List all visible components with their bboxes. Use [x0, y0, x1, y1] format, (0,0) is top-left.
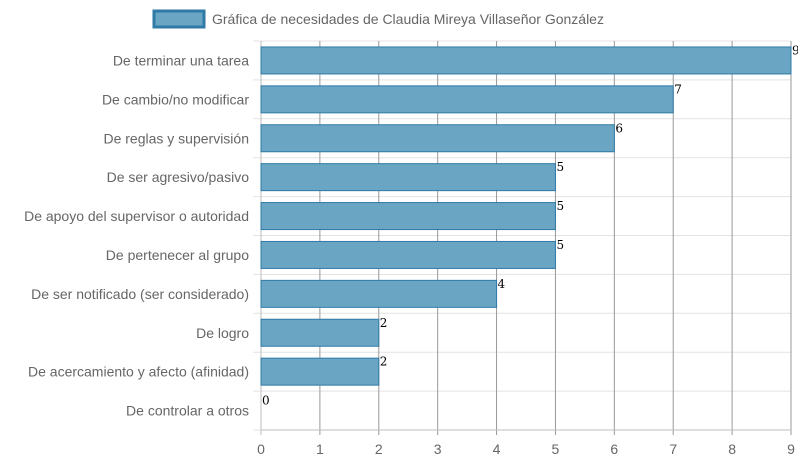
data-label: 0 — [262, 394, 270, 408]
x-tick-label: 8 — [728, 441, 736, 457]
category-label: De ser agresivo/pasivo — [107, 169, 250, 185]
x-tick-label: 3 — [434, 441, 442, 457]
category-label: De acercamiento y afecto (afinidad) — [28, 364, 249, 380]
category-label: De controlar a otros — [126, 403, 249, 419]
category-label: De cambio/no modificar — [102, 91, 249, 107]
data-label: 2 — [380, 355, 388, 369]
bar — [260, 240, 556, 269]
data-label: 7 — [674, 82, 682, 96]
x-tick-label: 7 — [669, 441, 677, 457]
bar — [260, 202, 556, 231]
data-label: 4 — [498, 277, 506, 291]
data-label: 5 — [556, 238, 564, 252]
bar — [260, 85, 674, 114]
x-tick-label: 2 — [375, 441, 383, 457]
data-label: 6 — [615, 121, 623, 135]
data-label: 5 — [556, 160, 564, 174]
category-label: De ser notificado (ser considerado) — [31, 286, 249, 302]
x-tick-label: 5 — [552, 441, 560, 457]
x-tick-label: 4 — [493, 441, 501, 457]
bar — [260, 279, 498, 308]
category-label: De logro — [196, 325, 249, 341]
category-label: De reglas y supervisión — [103, 130, 249, 146]
bar — [260, 318, 380, 347]
category-label: De apoyo del supervisor o autoridad — [24, 208, 249, 224]
bar — [260, 357, 380, 386]
x-tick-label: 9 — [787, 441, 795, 457]
x-tick-label: 1 — [316, 441, 324, 457]
bar — [260, 46, 792, 75]
legend-label: Gráfica de necesidades de Claudia Mireya… — [212, 11, 604, 27]
bar — [260, 163, 556, 192]
x-tick-label: 6 — [610, 441, 618, 457]
x-tick-label: 0 — [257, 441, 265, 457]
bar — [260, 124, 615, 153]
legend-swatch — [152, 9, 206, 29]
category-label: De terminar una tarea — [113, 52, 249, 68]
legend[interactable]: Gráfica de necesidades de Claudia Mireya… — [152, 9, 604, 29]
data-label: 9 — [792, 43, 798, 57]
category-label: De pertenecer al grupo — [106, 247, 249, 263]
data-label: 2 — [380, 316, 388, 330]
data-label: 5 — [556, 199, 564, 213]
